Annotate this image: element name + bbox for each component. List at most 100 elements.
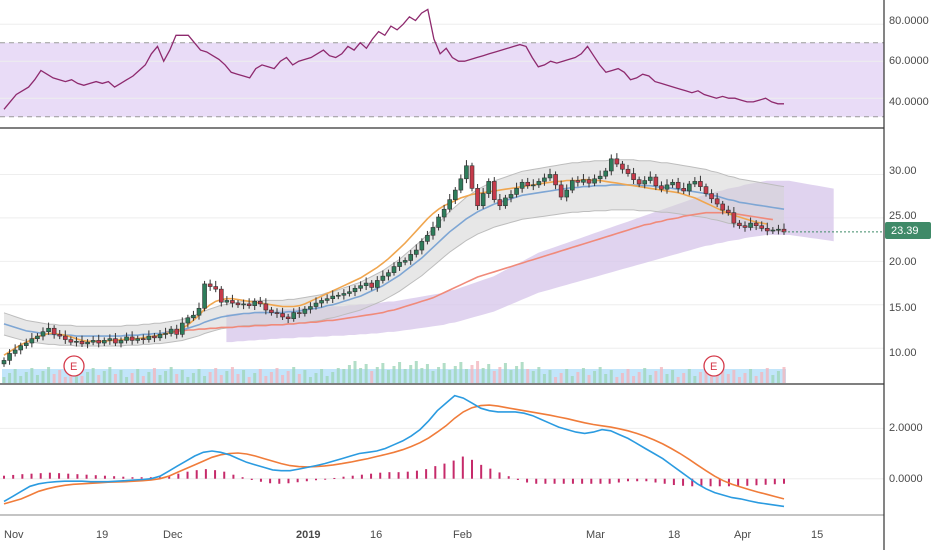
volume-bar — [91, 368, 95, 383]
candle-body — [530, 184, 536, 187]
candle-body — [124, 336, 129, 341]
x-label-19: 19 — [96, 529, 108, 541]
volume-bar — [386, 370, 390, 383]
candle-body — [636, 179, 642, 185]
volume-bar — [760, 372, 764, 383]
candle-body — [285, 316, 291, 319]
candle-body — [664, 184, 670, 190]
volume-bar — [203, 376, 207, 383]
x-label-18: 18 — [668, 529, 680, 541]
volume-bar — [498, 367, 502, 383]
candle-body — [168, 328, 174, 334]
volume-bar — [710, 375, 714, 383]
volume-bar — [581, 368, 585, 383]
volume-bar — [186, 377, 190, 383]
candle-body — [597, 175, 603, 180]
candle-body — [452, 189, 458, 200]
volume-bar — [682, 373, 686, 383]
volume-bar — [693, 376, 697, 383]
volume-bar — [69, 373, 73, 383]
price-tick-30: 30.00 — [889, 165, 917, 177]
candle-body — [40, 331, 46, 337]
candle-body — [581, 179, 586, 183]
sma-mid-line — [3, 184, 785, 337]
macd-histogram-bar — [397, 472, 400, 479]
candle-body — [313, 302, 319, 307]
candle-body — [85, 341, 90, 345]
volume-bar — [219, 375, 223, 383]
volume-bar — [659, 367, 663, 383]
candle-body — [480, 193, 486, 207]
macd-histogram-bar — [480, 464, 483, 479]
earnings-marker-2[interactable]: E — [703, 355, 725, 377]
earnings-marker-label: E — [70, 361, 77, 373]
volume-bar — [503, 363, 507, 383]
volume-bar — [637, 372, 641, 383]
x-label-feb: Feb — [453, 529, 472, 541]
volume-bar — [481, 368, 485, 383]
candle-body — [23, 342, 29, 346]
macd-histogram-bar — [351, 475, 354, 479]
macd-histogram-bar — [691, 478, 694, 487]
candle-body — [246, 303, 252, 306]
candle-body — [659, 185, 664, 190]
macd-histogram-bar — [122, 476, 125, 479]
macd-histogram-bar — [315, 478, 317, 481]
volume-bar — [258, 369, 262, 383]
volume-bar — [264, 376, 268, 383]
macd-signal-line — [3, 404, 785, 505]
volume-bar — [470, 365, 474, 383]
macd-histogram-bar — [305, 478, 308, 482]
volume-bar — [509, 370, 513, 383]
macd-histogram-bar — [682, 478, 685, 486]
volume-bar — [269, 372, 273, 383]
volume-bar — [353, 361, 357, 383]
volume-bar — [654, 371, 658, 383]
candle-body — [553, 174, 558, 186]
candle-body — [96, 340, 102, 344]
candle-body — [525, 181, 531, 187]
volume-bar — [164, 371, 168, 383]
volume-bar — [453, 366, 457, 383]
macd-histogram-bar — [571, 478, 574, 484]
candle-body — [770, 229, 776, 232]
earnings-marker-circle — [703, 355, 725, 377]
price-panel — [0, 153, 884, 383]
candle-body — [742, 225, 748, 228]
candle-body — [608, 158, 614, 172]
volume-bar — [392, 366, 396, 383]
candle-body — [324, 298, 330, 301]
candle-body — [1, 360, 7, 365]
volume-bar — [336, 368, 340, 383]
volume-bar — [587, 375, 591, 383]
candle-body — [709, 193, 714, 200]
candle-body — [720, 203, 726, 211]
volume-bar — [152, 368, 156, 383]
candle-body — [731, 212, 737, 224]
candle-body — [57, 334, 63, 337]
volume-bar — [665, 374, 669, 383]
candle-body — [569, 180, 575, 191]
earnings-marker[interactable]: E — [63, 355, 85, 377]
macd-histogram-bar — [324, 478, 327, 480]
candle-body — [308, 306, 313, 310]
volume-bar — [737, 377, 741, 383]
candle-body — [224, 300, 230, 303]
candle-body — [207, 283, 213, 287]
macd-histogram-bar — [645, 478, 648, 482]
macd-histogram-bar — [672, 478, 675, 486]
candle-body — [263, 303, 269, 311]
macd-histogram-bar — [544, 478, 547, 484]
candle-body — [185, 317, 191, 324]
macd-histogram-bar — [581, 478, 584, 484]
macd-histogram-bar — [113, 476, 116, 479]
candle-body — [675, 181, 681, 189]
candle-body — [146, 335, 152, 340]
macd-histogram-bar — [663, 478, 666, 484]
candle-body — [759, 225, 765, 229]
candle-body — [430, 227, 436, 236]
candle-body — [347, 291, 352, 294]
volume-bar — [359, 368, 363, 383]
macd-histogram-bar — [204, 469, 207, 479]
